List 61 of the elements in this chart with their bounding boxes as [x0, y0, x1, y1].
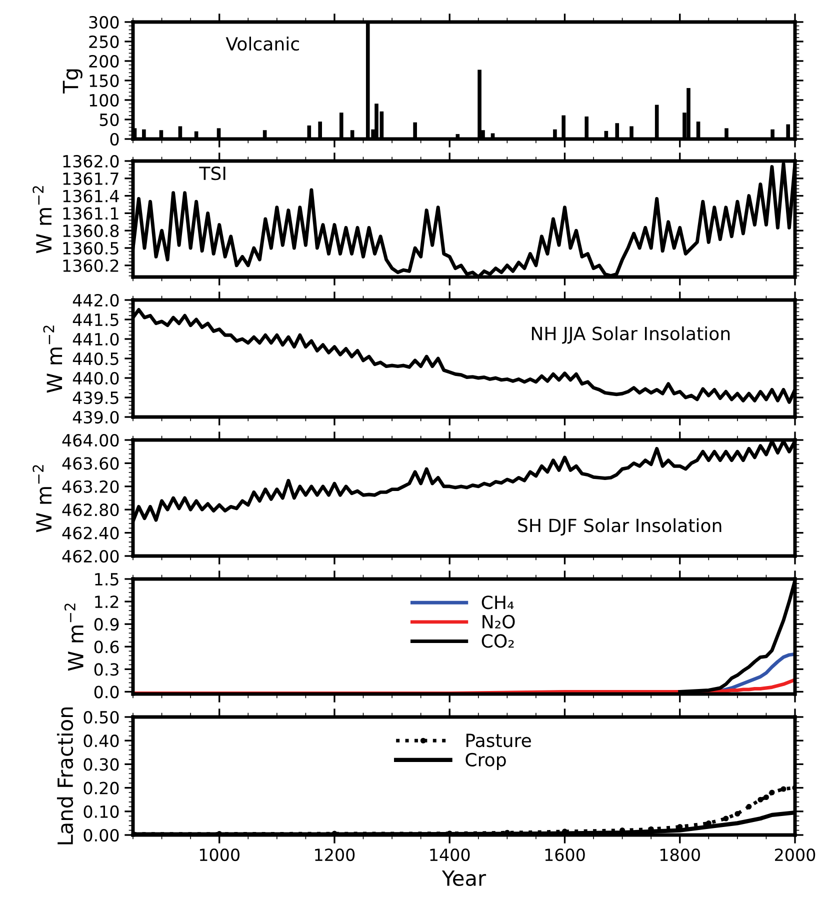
y-tick-label: 1362.0: [63, 154, 119, 168]
y-tick-label: 1.5: [95, 573, 118, 586]
x-tick-label: 1200: [315, 848, 355, 862]
x-tick-label: 1000: [200, 848, 240, 862]
y-axis-title: W m$^{−2}$: [43, 326, 62, 393]
legend-label: Crop: [466, 752, 506, 770]
text: NH JJA Solar Insolation: [532, 326, 730, 344]
y-tick-label: 0.00: [84, 828, 119, 842]
y-tick-label: 462.40: [62, 526, 119, 540]
y-tick-label: 441.5: [72, 314, 118, 326]
y-tick-label: 250: [89, 35, 119, 48]
text: Volcanic: [226, 36, 299, 51]
y-axis-title: W m$^{−2}$: [64, 604, 84, 671]
y-tick-label: 1.2: [95, 596, 118, 608]
y-tick-label: 0.10: [84, 805, 119, 818]
y-tick-label: 440.0: [72, 372, 119, 385]
y-tick-label: 439.0: [72, 410, 119, 424]
y-tick-label: 462.80: [62, 504, 119, 516]
legend-label: CO₂: [482, 634, 514, 648]
x-tick-label: 1800: [660, 848, 700, 862]
x-axis-title: Year: [442, 870, 486, 886]
y-tick-label: 100: [90, 94, 119, 107]
y-tick-label: 463.60: [62, 457, 119, 470]
text: SH DJF Solar Insolation: [518, 518, 722, 536]
y-tick-label: 439.5: [72, 391, 118, 404]
y-tick-label: 150: [90, 74, 119, 88]
y-tick-label: 1360.2: [63, 259, 118, 272]
y-tick-label: 1361.1: [63, 207, 118, 220]
y-axis-title: W m$^{−2}$: [32, 465, 52, 532]
x-tick-label: 2000: [775, 848, 816, 862]
y-tick-label: 464.00: [62, 434, 119, 447]
y-axis-title: W m$^{−2}$: [32, 186, 52, 254]
y-axis-title: Land Fraction: [56, 707, 74, 844]
legend-label: N₂O: [482, 614, 515, 629]
y-tick-label: 1361.4: [63, 190, 119, 202]
chart-title: TSI: [199, 166, 226, 180]
y-tick-label: 440.5: [72, 352, 118, 366]
y-tick-label: 200: [89, 54, 119, 68]
y-tick-label: 1360.5: [63, 242, 118, 255]
y-tick-label: 0.0: [94, 686, 119, 698]
y-tick-label: 0: [110, 132, 119, 146]
y-tick-label: 0.3: [94, 663, 118, 676]
y-tick-label: 462.00: [62, 550, 119, 563]
y-tick-label: 1361.7: [63, 172, 118, 185]
y-tick-label: 442.0: [72, 294, 119, 307]
x-tick-label: 1600: [545, 848, 585, 862]
y-tick-label: 50: [100, 113, 119, 126]
y-tick-label: 0.50: [84, 710, 119, 724]
y-tick-label: 0.6: [94, 640, 119, 654]
y-tick-label: 0.9: [94, 618, 119, 631]
x-tick-label: 1400: [430, 848, 470, 862]
legend-label: CH₄: [482, 596, 514, 610]
y-tick-label: 0.30: [84, 758, 119, 771]
y-axis-title: Tg: [62, 69, 82, 94]
y-tick-label: 1360.8: [63, 224, 119, 238]
y-tick-label: 441.0: [72, 332, 119, 346]
y-tick-label: 0.40: [84, 734, 119, 748]
legend-label: Pasture: [466, 734, 531, 748]
y-tick-label: 0.20: [84, 782, 119, 794]
y-tick-label: 463.20: [62, 480, 119, 493]
y-tick-label: 300: [89, 16, 119, 29]
